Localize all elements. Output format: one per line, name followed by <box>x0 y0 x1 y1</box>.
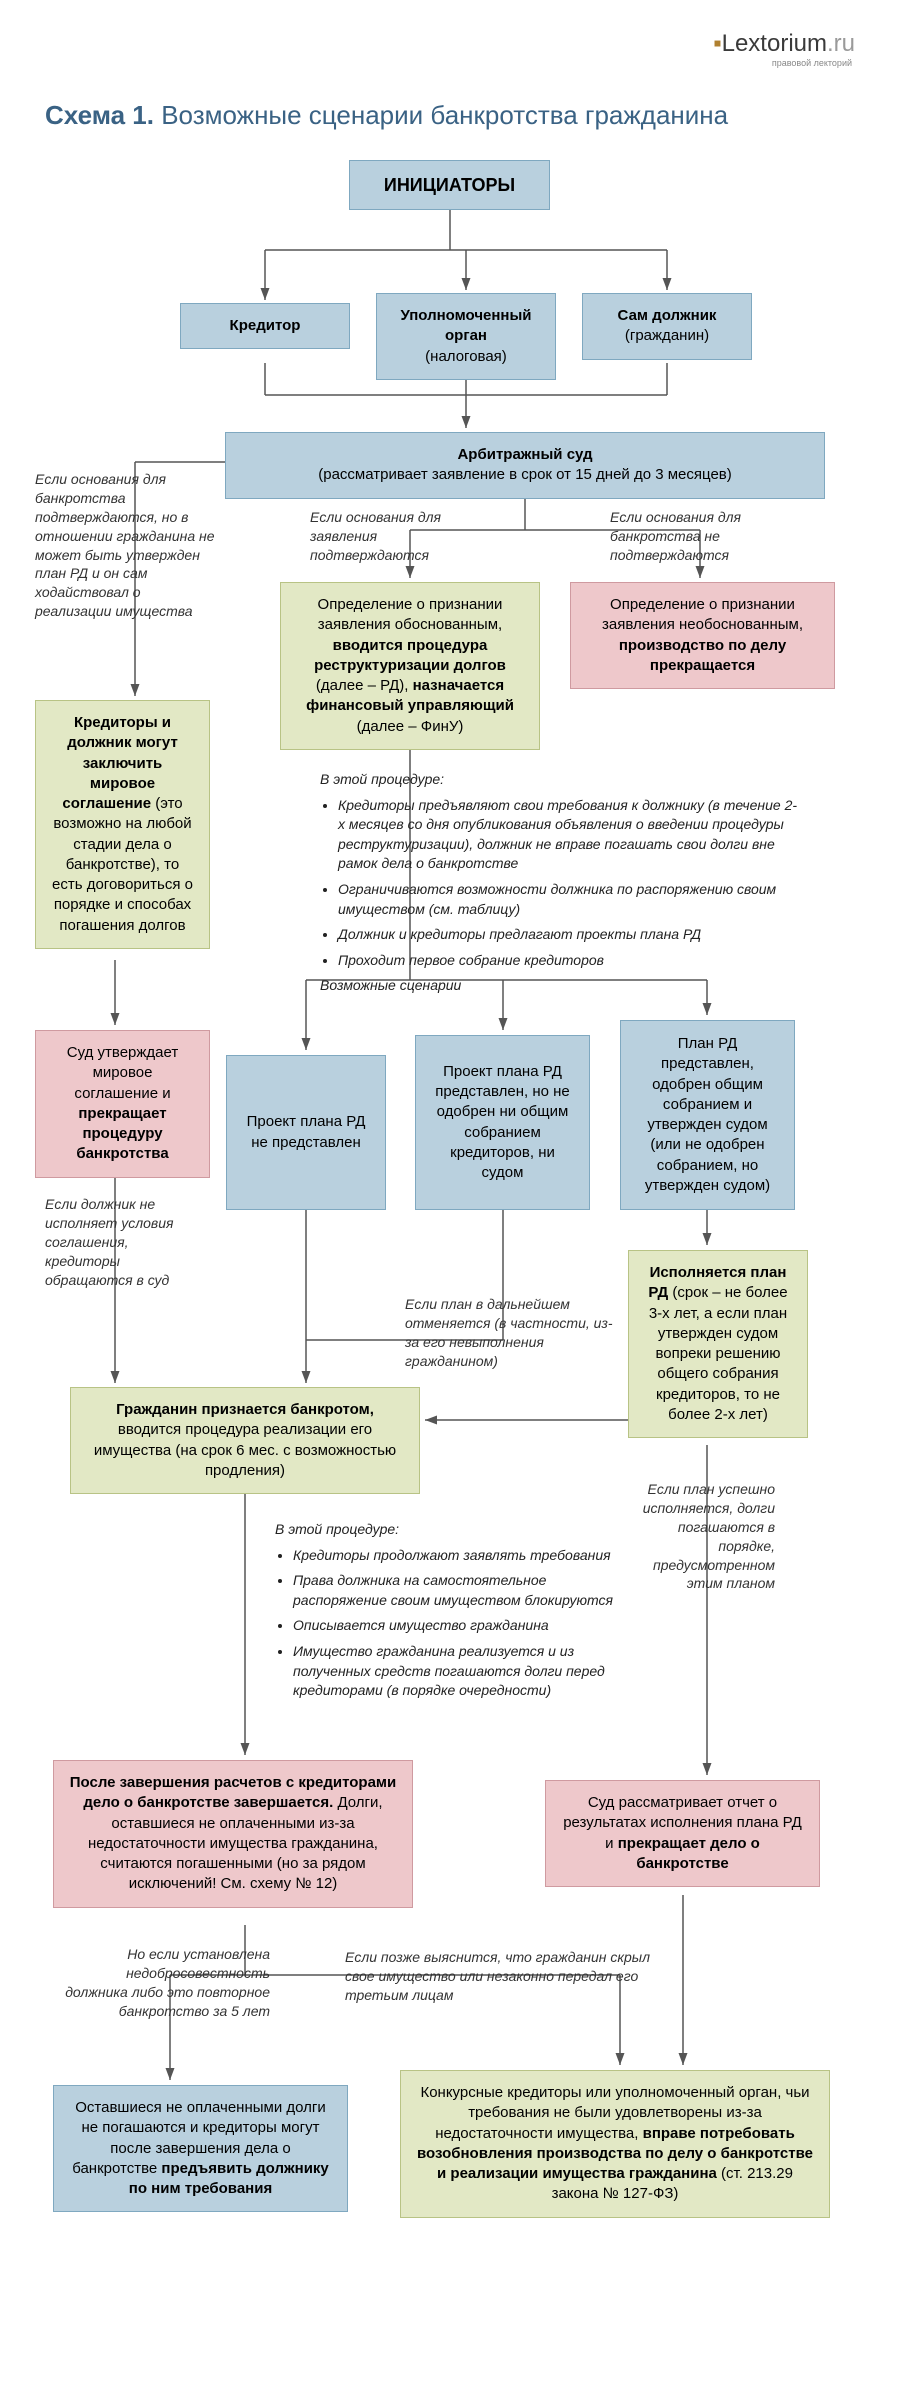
node-debts-remain: Оставшиеся не оплаченными долги не погаш… <box>53 2085 348 2212</box>
procedure-1: В этой процедуре: Кредиторы предъявляют … <box>320 770 800 1002</box>
node-after-sale: После завершения расчетов с кредиторами … <box>53 1760 413 1908</box>
note-2: Если основания для заявления подтверждаю… <box>310 508 470 565</box>
node-court-approves: Суд утверждает мировое соглашение и прек… <box>35 1030 210 1178</box>
note-8: Если позже выяснится, что гражданин скры… <box>345 1948 655 2005</box>
note-4: Если должник не исполняет условия соглаш… <box>45 1195 200 1289</box>
node-debtor: Сам должник(гражданин) <box>582 293 752 360</box>
note-1: Если основания для банкротства подтвержд… <box>35 470 220 621</box>
node-plan-no: Проект плана РД не представлен <box>226 1055 386 1210</box>
node-decision-no: Определение о признании заявления необос… <box>570 582 835 689</box>
node-decision-ok: Определение о признании заявления обосно… <box>280 582 540 750</box>
node-plan-partial: Проект плана РД представлен, но не одобр… <box>415 1035 590 1210</box>
procedure-2: В этой процедуре: Кредиторы продолжают з… <box>275 1520 635 1707</box>
node-reopen: Конкурсные кредиторы или уполномоченный … <box>400 2070 830 2218</box>
note-6: Если план успешно исполняется, долги пог… <box>620 1480 775 1593</box>
diagram-title: Схема 1. Возможные сценарии банкротства … <box>45 100 728 131</box>
note-5: Если план в дальнейшем отменяется (в час… <box>405 1295 615 1371</box>
logo: ▪Lextorium.ru <box>713 30 855 58</box>
logo-tagline: правовой лекторий <box>772 58 852 68</box>
node-plan-yes: План РД представлен, одобрен общим собра… <box>620 1020 795 1210</box>
node-court-report: Суд рассматривает отчет о результатах ис… <box>545 1780 820 1887</box>
node-court: Арбитражный суд(рассматривает заявление … <box>225 432 825 499</box>
node-initiators: ИНИЦИАТОРЫ <box>349 160 550 210</box>
node-plan-exec: Исполняется план РД (срок – не более 3-х… <box>628 1250 808 1438</box>
node-settlement: Кредиторы и должник могут заключить миро… <box>35 700 210 949</box>
node-bankrupt: Гражданин признается банкротом, вводится… <box>70 1387 420 1494</box>
node-creditor: Кредитор <box>180 303 350 349</box>
note-7: Но если установлена недобросовестность д… <box>60 1945 270 2021</box>
node-authority: Уполномоченный орган(налоговая) <box>376 293 556 380</box>
note-3: Если основания для банкротства не подтве… <box>610 508 790 565</box>
